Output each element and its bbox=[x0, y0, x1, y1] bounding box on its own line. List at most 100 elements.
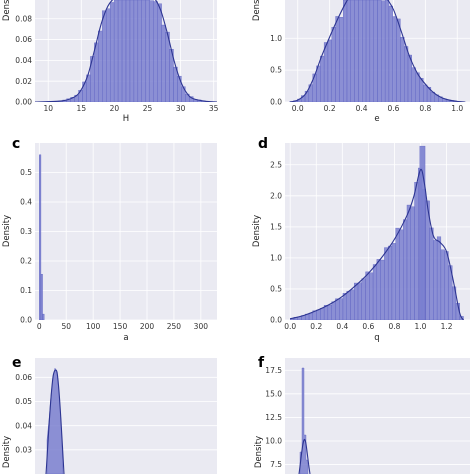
panel-d-xlabel: q bbox=[374, 333, 379, 343]
panel-d-bar bbox=[308, 312, 313, 320]
panel-a-bars bbox=[38, 0, 217, 102]
panel-d-bar bbox=[399, 229, 404, 320]
panel-e-y-tick-label: 0.03 bbox=[15, 445, 32, 454]
panel-d-bar bbox=[384, 247, 389, 320]
panel-f-grid bbox=[285, 369, 470, 465]
panel-c-x-tick-label: 200 bbox=[140, 322, 155, 331]
panel-b-bar bbox=[320, 55, 325, 102]
panel-b-bar bbox=[388, 5, 393, 102]
panel-a-ylabel: Density bbox=[2, 0, 12, 21]
panel-c-y-tick-label: 0.4 bbox=[20, 198, 32, 207]
panel-a-bar bbox=[129, 0, 135, 102]
panel-f-y-tick-label: 15.0 bbox=[265, 389, 282, 398]
panel-b-bar bbox=[411, 67, 416, 102]
panel-d-bar bbox=[410, 206, 415, 320]
panel-c-y-tick-label: 0.5 bbox=[20, 168, 32, 177]
panel-d-bar bbox=[350, 289, 355, 320]
panel-c-y-tick-label: 0.3 bbox=[20, 227, 32, 236]
panel-b-y-tick-label: 0.0 bbox=[270, 98, 282, 107]
panel-b-bar bbox=[331, 27, 336, 102]
panel-d-y-tick-label: 0.5 bbox=[270, 285, 282, 294]
panel-d-bar bbox=[335, 298, 340, 320]
panel-b-bar bbox=[369, 0, 374, 102]
panel-a-bar bbox=[125, 0, 131, 102]
panel-e-y-ticks: 0.03 0.04 0.05 0.06 bbox=[15, 373, 32, 455]
panel-c-y-tick-label: 0.1 bbox=[20, 286, 32, 295]
panel-b-bar bbox=[354, 0, 359, 102]
panel-b-y-tick-label: 0.5 bbox=[270, 66, 282, 75]
panel-f-y-tick-label: 17.5 bbox=[265, 366, 282, 375]
panel-b: 0.0 0.2 0.4 0.6 0.8 1.0 0.0 0.5 1.0 e Density bbox=[252, 0, 470, 124]
panel-d-bar bbox=[369, 272, 374, 320]
panel-c-bars bbox=[39, 154, 45, 320]
panel-a-bar bbox=[113, 0, 119, 102]
panel-b-x-tick-label: 0.0 bbox=[292, 104, 304, 113]
panel-b-bar bbox=[327, 39, 332, 102]
panel-a-bar bbox=[117, 0, 123, 102]
panel-b-bar bbox=[343, 0, 348, 102]
panel-d: d 0.0 0.2 0.4 0.6 0.8 1.0 1.2 0.0 0.5 1.0 1.5 2.0 2… bbox=[252, 136, 470, 343]
panel-d-bar bbox=[380, 259, 385, 320]
panel-d-bar bbox=[444, 251, 449, 320]
panel-f: f 7.5 10.0 12.5 15.0 17.5 Density bbox=[254, 355, 470, 474]
panel-a-bar bbox=[145, 0, 150, 102]
panel-b-bar bbox=[392, 16, 397, 102]
panel-a-y-tick-label: 0.06 bbox=[15, 35, 32, 44]
panel-a-x-tick-label: 25 bbox=[143, 104, 153, 113]
panel-d-bar bbox=[440, 249, 445, 320]
panel-b-kde-line bbox=[289, 0, 466, 102]
panel-b-bar bbox=[335, 16, 340, 102]
panel-a-y-tick-label: 0.04 bbox=[15, 56, 32, 65]
panel-b-bar bbox=[400, 37, 405, 102]
panel-d-bar bbox=[433, 240, 438, 320]
panel-b-ylabel: Density bbox=[252, 0, 262, 21]
panel-c-bar bbox=[40, 274, 43, 320]
panel-b-x-tick-label: 0.6 bbox=[387, 104, 399, 113]
panel-d-bar bbox=[419, 145, 426, 320]
panel-e: e 0.03 0.04 0.05 0.06 Density bbox=[2, 355, 217, 474]
panel-d-y-tick-label: 2.5 bbox=[270, 160, 282, 169]
panel-a-bar bbox=[98, 30, 103, 102]
panel-c-x-tick-label: 300 bbox=[194, 322, 209, 331]
panel-b-x-ticks: 0.0 0.2 0.4 0.6 0.8 1.0 bbox=[292, 104, 464, 113]
panel-a-bar bbox=[141, 0, 146, 102]
panel-b-x-tick-label: 1.0 bbox=[451, 104, 463, 113]
panel-d-bar bbox=[365, 271, 370, 320]
panel-c-bar bbox=[39, 154, 42, 320]
panel-c-bar bbox=[42, 313, 45, 320]
panel-b-bar bbox=[323, 42, 329, 102]
panel-a-bar bbox=[133, 0, 139, 102]
panel-d-bar bbox=[357, 282, 362, 320]
panel-e-y-tick-label: 0.04 bbox=[15, 421, 32, 430]
panel-a-bar bbox=[177, 75, 182, 102]
panel-f-kde-line bbox=[298, 438, 311, 474]
panel-f-y-ticks: 7.5 10.0 12.5 15.0 17.5 bbox=[265, 366, 282, 469]
panel-f-y-tick-label: 12.5 bbox=[265, 413, 282, 422]
panel-c-y-tick-label: 0.0 bbox=[20, 316, 32, 325]
panel-b-x-tick-label: 0.8 bbox=[419, 104, 431, 113]
panel-f-y-tick-label: 10.0 bbox=[265, 437, 282, 446]
panel-a-bar bbox=[173, 66, 178, 102]
panel-e-kde-line bbox=[45, 369, 65, 474]
panel-e-ylabel: Density bbox=[2, 436, 12, 468]
panel-e-y-tick-label: 0.05 bbox=[15, 397, 32, 406]
panel-c-x-tick-label: 150 bbox=[113, 322, 128, 331]
panel-d-x-tick-label: 0.6 bbox=[362, 322, 374, 331]
panel-d-y-tick-label: 0.0 bbox=[270, 316, 282, 325]
panel-b-bar bbox=[419, 78, 424, 102]
panel-c-y-tick-label: 0.2 bbox=[20, 257, 32, 266]
panel-c-y-ticks: 0.0 0.1 0.2 0.3 0.4 0.5 bbox=[20, 168, 32, 325]
panel-c-label: c bbox=[12, 136, 20, 152]
panel-d-bars bbox=[290, 145, 464, 320]
panel-a-bar bbox=[102, 10, 107, 102]
panel-a-bar bbox=[153, 1, 158, 102]
panel-b-bar bbox=[365, 0, 371, 102]
panel-a-kde-line bbox=[35, 0, 217, 102]
panel-d-x-tick-label: 0.2 bbox=[310, 322, 322, 331]
panel-d-y-tick-label: 1.0 bbox=[270, 253, 282, 262]
panel-d-x-tick-label: 1.0 bbox=[415, 322, 427, 331]
panel-b-bars bbox=[289, 0, 466, 102]
panel-a: 10 15 20 25 30 35 0.00 0.02 0.04 0.06 0.08 H Dens… bbox=[2, 0, 219, 124]
panel-a-bar bbox=[161, 24, 166, 102]
